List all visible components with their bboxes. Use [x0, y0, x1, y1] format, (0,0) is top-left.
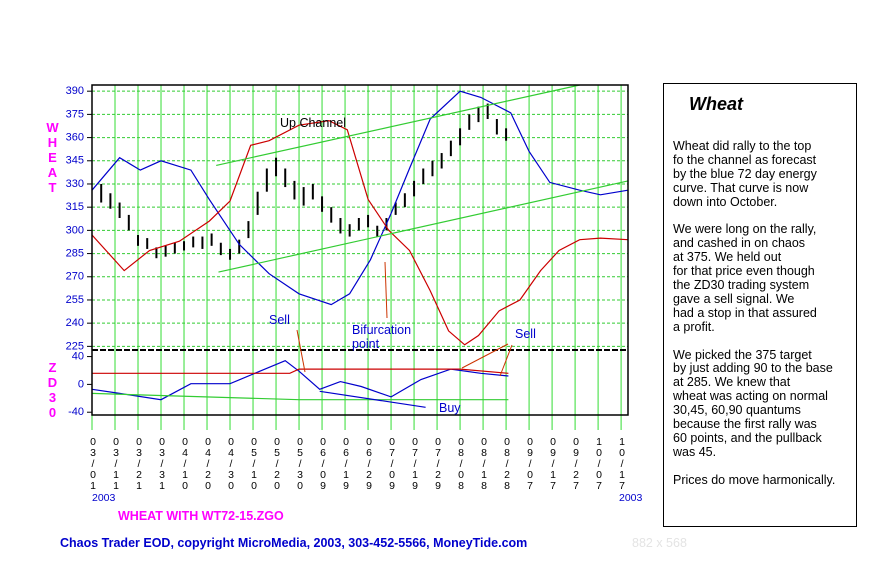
y-tick-label: 315	[66, 201, 84, 213]
pointer-line	[296, 329, 306, 373]
pointer-line	[384, 261, 388, 319]
y-tick-label: 240	[66, 317, 84, 329]
text-line: curve. That curve is now	[673, 180, 809, 195]
x-year-label: 2003	[92, 492, 116, 504]
x-tick-label: 03/01	[87, 436, 99, 491]
footer: Chaos Trader EOD, copyright MicroMedia, …	[60, 536, 528, 550]
x-tick-label: 10/17	[616, 436, 629, 491]
line-series	[92, 368, 509, 374]
x-tick-label: 07/29	[432, 436, 445, 491]
x-tick-label: 10/07	[593, 436, 606, 491]
x-tick-label: 09/17	[547, 436, 560, 491]
y-tick-label: 375	[66, 108, 84, 120]
annotation: Buy	[439, 401, 461, 415]
text-line: at 375. We held out	[673, 250, 782, 265]
text-line: for that price even though	[673, 264, 815, 279]
pointer-line	[461, 343, 509, 369]
x-tick-label: 03/21	[133, 436, 145, 491]
y-tick-label: 225	[66, 340, 84, 352]
y-tick-label: 270	[66, 271, 84, 283]
x-tick-label: 04/30	[225, 436, 238, 491]
size-note: 882 x 568	[632, 536, 687, 550]
line-series	[319, 390, 426, 408]
paragraph: We picked the 375 target by just adding 9…	[664, 347, 856, 460]
text-line: and cashed in on chaos	[673, 236, 806, 251]
side-title: Wheat	[689, 94, 743, 114]
y-tick-label: 345	[66, 155, 84, 167]
y-tick-label: 360	[66, 131, 84, 143]
text-line: We picked the 375 target	[673, 347, 812, 362]
line-series	[91, 392, 509, 401]
line-series	[216, 84, 580, 166]
text-line: 60 points, and the pullback	[673, 431, 822, 445]
x-tick-label: 07/09	[386, 436, 399, 491]
x-tick-label: 08/28	[501, 436, 514, 491]
x-tick-label: 06/09	[317, 436, 330, 491]
y-tick-label: 0	[78, 378, 84, 390]
x-tick-label: 03/11	[110, 436, 122, 491]
side-panel: Wheat Wheat did rally to the top fo the c…	[663, 83, 857, 527]
x-tick-label: 04/20	[202, 436, 215, 491]
annotation: Sell	[269, 313, 290, 327]
x-tick-label: 05/10	[248, 436, 261, 491]
y-tick-label: 390	[66, 85, 84, 97]
text-line: fo the channel as forecast	[673, 152, 817, 167]
text-line: by the blue 72 day energy	[673, 166, 817, 181]
line-series	[91, 119, 629, 346]
x-tick-label: 05/30	[294, 436, 307, 491]
pointer-line	[499, 344, 513, 377]
x-tick-label: 05/20	[271, 436, 284, 491]
text-line: Prices do move harmonically.	[673, 472, 836, 487]
paragraph: We were long on the rally, and cashed in …	[664, 223, 856, 334]
text-line: by just adding 90 to the base	[673, 361, 833, 376]
text-line: 30,45, 60,90 quantums	[673, 403, 801, 418]
annotation: Sell	[515, 327, 536, 341]
y-tick-label: 255	[66, 294, 84, 306]
x-tick-label: 08/08	[455, 436, 468, 491]
side-text: Wheat did rally to the top fo the channel…	[664, 139, 856, 488]
text-line: We were long on the rally,	[673, 222, 817, 237]
text-line: had a stop in that assured	[673, 305, 817, 320]
paragraph: Prices do move harmonically.	[664, 472, 856, 488]
x-tick-label: 09/07	[524, 436, 537, 491]
annotation: Up Channel	[280, 116, 347, 130]
text-line: Wheat did rally to the top	[673, 139, 812, 153]
text-line: was 45.	[673, 444, 717, 459]
y-tick-label: 40	[72, 350, 84, 362]
line-series	[218, 180, 629, 273]
text-line: down into October.	[673, 194, 778, 209]
x-tick-label: 07/19	[409, 436, 422, 491]
x-tick-label: 09/27	[570, 436, 583, 491]
y-tick-label: 300	[66, 224, 84, 236]
x-tick-label: 06/19	[340, 436, 353, 491]
line-series	[91, 360, 509, 401]
y-tick-label: -40	[68, 406, 84, 418]
plot-frame	[91, 84, 629, 416]
x-tick-label: 08/18	[478, 436, 491, 491]
x-tick-label: 03/31	[156, 436, 168, 491]
line-series	[91, 90, 629, 306]
text-line: a profit.	[673, 319, 715, 334]
text-line: at 285. We knew that	[673, 375, 791, 390]
y-axis-label: ZD30	[45, 360, 60, 420]
annotation: Bifurcation point	[352, 323, 412, 351]
x-tick-label: 04/10	[179, 436, 192, 491]
text-line: because the first rally was	[673, 417, 817, 432]
x-tick-label: 06/29	[363, 436, 376, 491]
x-year-label: 2003	[619, 492, 643, 504]
text-line: gave a sell signal. We	[673, 291, 795, 306]
text-line: the ZD30 trading system	[673, 278, 810, 293]
y-axis-label: WHEAT	[45, 120, 60, 195]
y-tick-label: 330	[66, 178, 84, 190]
paragraph: Wheat did rally to the top fo the channel…	[664, 139, 856, 210]
text-line: wheat was acting on normal	[673, 389, 828, 404]
caption: WHEAT WITH WT72-15.ZGO	[118, 509, 284, 523]
y-tick-label: 285	[66, 247, 84, 259]
